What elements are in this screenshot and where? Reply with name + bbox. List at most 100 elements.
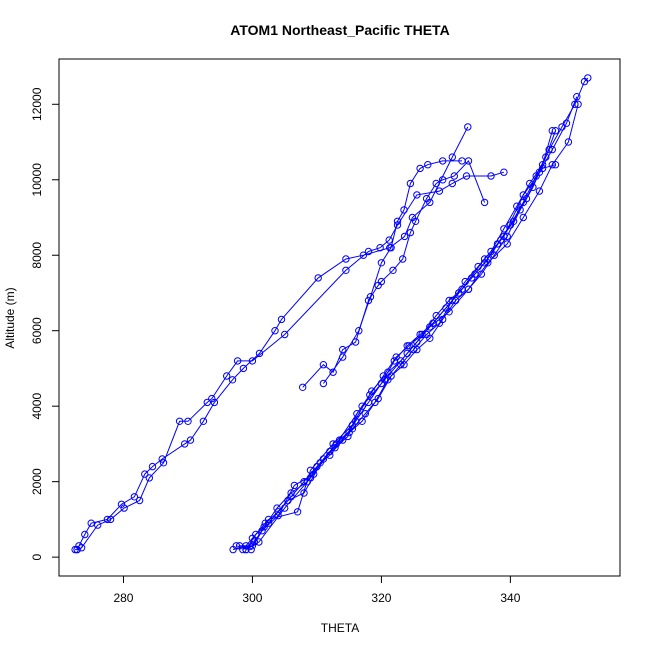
x-axis-label: THETA [321, 621, 359, 635]
data-point [233, 357, 242, 365]
data-point [416, 164, 424, 173]
data-point [377, 277, 386, 286]
data-point [73, 545, 81, 554]
data-point [87, 519, 95, 527]
series-line [75, 126, 469, 551]
data-point [462, 172, 471, 180]
series-line [245, 130, 556, 550]
series-8 [235, 127, 556, 550]
data-point [413, 191, 421, 199]
data-point [405, 342, 413, 350]
data-point [562, 119, 571, 127]
y-tick-label: 6000 [30, 317, 44, 344]
data-point [389, 266, 397, 274]
data-point [464, 123, 472, 131]
data-point [331, 444, 339, 452]
data-point [277, 315, 286, 324]
data-point [474, 262, 482, 271]
data-point [106, 515, 115, 524]
data-point [345, 428, 353, 437]
plot-area [71, 74, 592, 554]
data-point [399, 255, 407, 263]
series-line [236, 104, 579, 551]
data-point [400, 206, 408, 214]
x-tick-label: 280 [113, 591, 133, 605]
series-line [245, 164, 556, 551]
data-point [551, 161, 560, 169]
series-6 [239, 93, 581, 554]
data-point [392, 353, 400, 361]
data-point [366, 391, 374, 399]
series-line [242, 96, 578, 551]
data-point [184, 417, 192, 425]
data-point [403, 342, 411, 350]
data-point [359, 251, 368, 259]
data-point [406, 179, 415, 188]
data-point [411, 217, 420, 226]
data-point [464, 285, 473, 293]
data-point [181, 440, 189, 448]
data-point [299, 383, 307, 391]
data-point [503, 240, 511, 248]
data-point [574, 100, 582, 109]
data-point [306, 474, 315, 482]
data-point [564, 138, 573, 146]
data-point [260, 523, 268, 531]
data-point [175, 417, 184, 425]
y-axis-label: Altitude (m) [3, 287, 17, 348]
series-9 [232, 100, 582, 554]
data-point [339, 353, 347, 361]
data-point [264, 515, 273, 524]
data-point [77, 544, 86, 552]
data-point [584, 74, 592, 82]
data-point [364, 247, 373, 256]
data-point [355, 327, 363, 335]
data-point [117, 500, 126, 508]
data-point [332, 440, 340, 448]
data-point [403, 349, 411, 358]
data-point [548, 127, 556, 135]
data-point [509, 217, 518, 226]
data-point [130, 493, 139, 501]
data-point [439, 176, 447, 184]
data-point [429, 319, 437, 327]
data-point [519, 213, 527, 222]
data-point [306, 466, 315, 474]
data-point [339, 345, 347, 354]
data-point [455, 289, 463, 297]
data-point [558, 123, 566, 131]
data-point [255, 538, 263, 546]
data-point [120, 504, 128, 512]
data-point [448, 179, 456, 188]
data-point [319, 361, 328, 369]
data-point [148, 462, 157, 471]
x-tick-label: 320 [371, 591, 391, 605]
data-point [406, 228, 415, 237]
data-point [487, 247, 495, 256]
data-point [248, 357, 257, 365]
data-point [379, 372, 387, 380]
data-point [376, 244, 384, 252]
data-point [393, 217, 402, 226]
data-point [159, 459, 168, 467]
data-point [342, 266, 350, 274]
data-point [432, 179, 440, 188]
data-point [500, 232, 508, 241]
data-point [145, 474, 154, 482]
data-point [255, 349, 264, 358]
y-tick-label: 10000 [30, 163, 44, 197]
data-point [208, 394, 216, 403]
series-3 [299, 157, 489, 391]
x-tick-label: 340 [500, 591, 520, 605]
data-point [371, 398, 379, 407]
series-1 [71, 123, 472, 554]
data-point [418, 330, 426, 339]
data-point [232, 542, 241, 550]
data-point [400, 232, 409, 241]
data-point [248, 542, 257, 550]
data-point [480, 198, 489, 207]
data-point [573, 93, 581, 101]
data-point [94, 521, 102, 529]
data-point [271, 327, 279, 335]
